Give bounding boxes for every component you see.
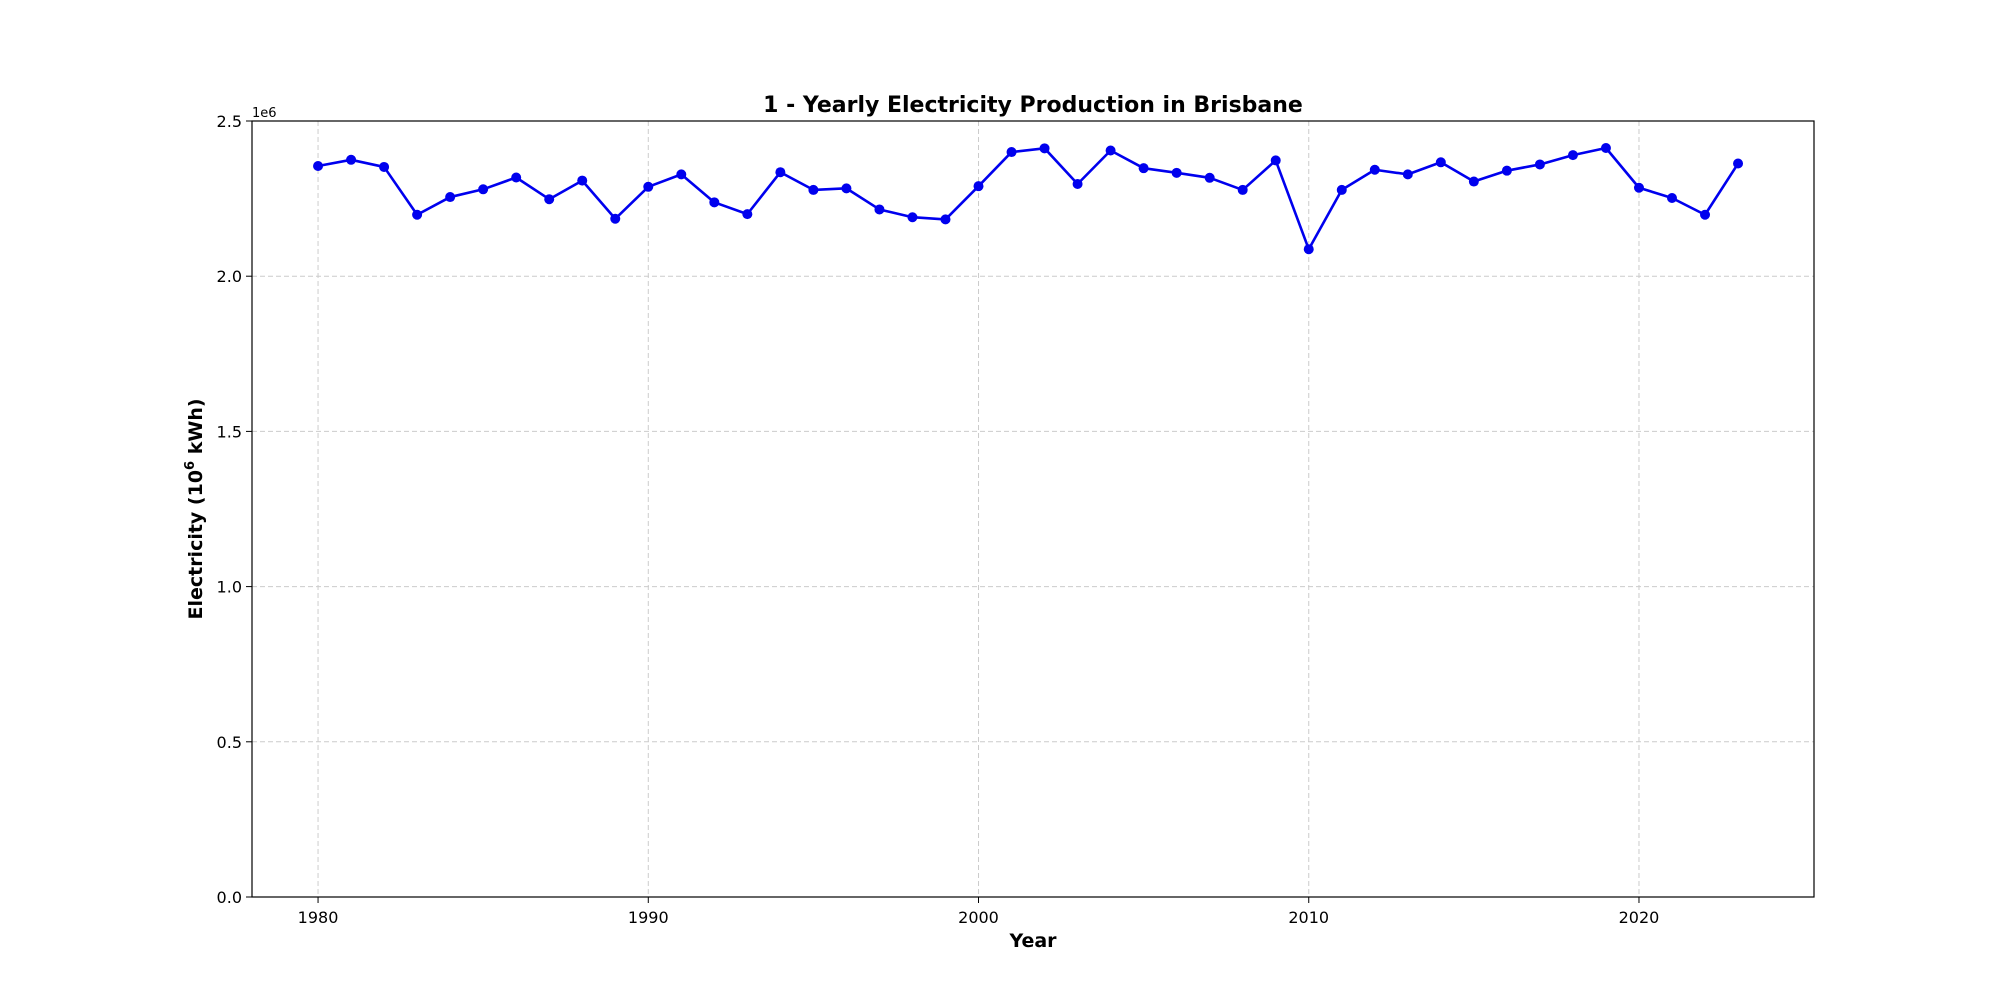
- data-point: [874, 204, 885, 215]
- data-point: [379, 161, 390, 172]
- data-point: [1633, 182, 1644, 193]
- data-point: [973, 181, 984, 192]
- data-point: [1105, 145, 1116, 156]
- data-point: [1204, 172, 1215, 183]
- grid-lines: [252, 121, 1814, 897]
- data-point: [808, 184, 819, 195]
- y-tick-label: 0.0: [217, 888, 242, 907]
- data-point: [577, 175, 588, 186]
- data-point: [1138, 163, 1149, 174]
- x-tick-label: 2000: [958, 908, 999, 927]
- data-point: [1700, 209, 1711, 220]
- series-line-group: [313, 143, 1744, 255]
- data-point: [511, 172, 522, 183]
- data-point: [1402, 169, 1413, 180]
- data-point: [346, 154, 357, 165]
- data-point: [412, 209, 423, 220]
- data-point: [1006, 147, 1017, 158]
- data-point: [478, 184, 489, 195]
- data-point: [643, 181, 654, 192]
- data-point: [1270, 155, 1281, 166]
- plot-area-frame: [251, 120, 1815, 898]
- data-point: [676, 169, 687, 180]
- data-point: [1435, 157, 1446, 168]
- y-axis-ticks: 0.0 0.5 1.0 1.5 2.0 2.5: [217, 112, 252, 907]
- data-point: [709, 197, 720, 208]
- data-point: [1039, 143, 1050, 154]
- x-axis-title: Year: [1008, 930, 1057, 952]
- data-point: [313, 161, 324, 172]
- x-tick-label: 2020: [1619, 908, 1660, 927]
- x-tick-label: 2010: [1288, 908, 1329, 927]
- data-point: [907, 212, 918, 223]
- data-point: [1733, 158, 1744, 169]
- y-tick-label: 1.0: [217, 578, 242, 597]
- data-point: [1237, 184, 1248, 195]
- series-line: [317, 146, 1740, 251]
- data-point: [1501, 165, 1512, 176]
- y-axis-offset-label: 1e6: [252, 106, 277, 121]
- data-point: [610, 213, 621, 224]
- data-point: [1534, 159, 1545, 170]
- data-point: [1600, 143, 1611, 154]
- x-tick-label: 1990: [628, 908, 669, 927]
- data-point: [775, 167, 786, 178]
- y-tick-label: 0.5: [217, 733, 242, 752]
- data-point: [1667, 192, 1677, 203]
- y-axis-title-superscript: 6: [183, 461, 198, 470]
- data-point: [1171, 167, 1182, 178]
- y-tick-label: 2.0: [217, 267, 242, 286]
- data-point: [544, 194, 555, 205]
- y-axis-title: Electricity (106 kWh): [183, 398, 207, 619]
- x-tick-label: 1980: [298, 908, 339, 927]
- x-axis-ticks: 1980 1990 2000 2010 2020: [298, 897, 1660, 927]
- data-point: [940, 214, 951, 225]
- data-point: [1567, 150, 1578, 161]
- y-tick-label: 2.5: [217, 112, 242, 131]
- data-point: [1468, 176, 1479, 187]
- y-tick-label: 1.5: [217, 422, 242, 441]
- data-point: [841, 183, 852, 194]
- data-point: [1303, 244, 1314, 255]
- data-point: [1336, 184, 1347, 195]
- data-point: [1369, 164, 1380, 175]
- data-point: [742, 209, 753, 220]
- y-axis-title-main: Electricity (10: [185, 470, 207, 620]
- y-axis-title-unit: kWh): [185, 398, 207, 460]
- chart-title: 1 - Yearly Electricity Production in Bri…: [763, 93, 1303, 118]
- data-point: [445, 192, 456, 203]
- data-point: [1072, 179, 1083, 190]
